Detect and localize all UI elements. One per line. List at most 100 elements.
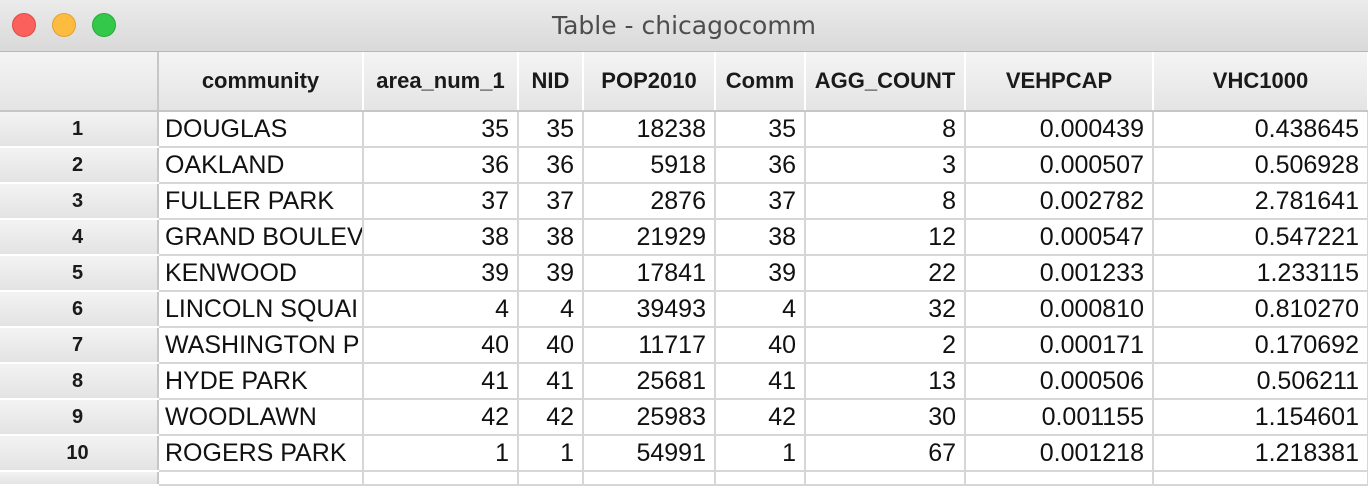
row-number[interactable]: 10 <box>0 435 159 472</box>
cell-comm[interactable]: 1 <box>715 435 806 472</box>
cell-comm[interactable]: 37 <box>715 183 806 220</box>
title-bar[interactable]: Table - chicagocomm <box>0 0 1368 52</box>
cell-nid[interactable]: 4 <box>518 291 584 328</box>
table-row[interactable]: 5 KENWOOD 39 39 17841 39 22 0.001233 1.2… <box>0 255 1368 292</box>
cell-area-num-1[interactable]: 42 <box>363 399 519 436</box>
table-row[interactable]: 9 WOODLAWN 42 42 25983 42 30 0.001155 1.… <box>0 399 1368 436</box>
row-number[interactable]: 5 <box>0 255 159 292</box>
cell-vhc1000[interactable]: 0.506928 <box>1153 147 1368 184</box>
cell-community[interactable]: DOUGLAS <box>158 111 364 148</box>
cell-pop2010[interactable]: 54991 <box>583 435 716 472</box>
cell-nid[interactable]: 42 <box>518 399 584 436</box>
row-number[interactable]: 4 <box>0 219 159 256</box>
cell-area-num-1[interactable]: 40 <box>363 327 519 364</box>
cell-comm[interactable]: 36 <box>715 147 806 184</box>
cell-comm[interactable]: 38 <box>715 219 806 256</box>
cell-vehpcap[interactable]: 0.000506 <box>965 363 1154 400</box>
cell-agg-count[interactable]: 3 <box>805 147 966 184</box>
column-header-vehpcap[interactable]: VEHPCAP <box>965 52 1154 112</box>
cell-comm[interactable]: 4 <box>715 291 806 328</box>
cell-vehpcap[interactable]: 0.000171 <box>965 327 1154 364</box>
cell-area-num-1[interactable]: 1 <box>363 435 519 472</box>
cell-vehpcap[interactable]: 0.000547 <box>965 219 1154 256</box>
row-number[interactable]: 7 <box>0 327 159 364</box>
cell-comm[interactable]: 41 <box>715 363 806 400</box>
cell-vhc1000[interactable]: 0.547221 <box>1153 219 1368 256</box>
cell-vehpcap[interactable]: 0.002782 <box>965 183 1154 220</box>
cell-area-num-1[interactable]: 35 <box>363 111 519 148</box>
cell-community[interactable]: ROGERS PARK <box>158 435 364 472</box>
cell-community[interactable]: WOODLAWN <box>158 399 364 436</box>
cell-vehpcap[interactable]: 0.001218 <box>965 435 1154 472</box>
cell-vhc1000[interactable]: 2.781641 <box>1153 183 1368 220</box>
cell-area-num-1[interactable]: 36 <box>363 147 519 184</box>
cell-area-num-1[interactable]: 38 <box>363 219 519 256</box>
cell-agg-count[interactable]: 2 <box>805 327 966 364</box>
cell-community[interactable]: KENWOOD <box>158 255 364 292</box>
cell-vhc1000[interactable]: 1.233115 <box>1153 255 1368 292</box>
table-row[interactable]: 3 FULLER PARK 37 37 2876 37 8 0.002782 2… <box>0 183 1368 220</box>
corner-cell[interactable] <box>0 52 159 112</box>
table-row[interactable]: 6 LINCOLN SQUAI 4 4 39493 4 32 0.000810 … <box>0 291 1368 328</box>
cell-pop2010[interactable]: 11717 <box>583 327 716 364</box>
cell-agg-count[interactable]: 30 <box>805 399 966 436</box>
cell-vehpcap[interactable]: 0.001155 <box>965 399 1154 436</box>
cell-vhc1000[interactable]: 0.438645 <box>1153 111 1368 148</box>
row-number[interactable]: 9 <box>0 399 159 436</box>
column-header-pop2010[interactable]: POP2010 <box>583 52 716 112</box>
cell-community[interactable]: GRAND BOULEV <box>158 219 364 256</box>
cell-vehpcap[interactable]: 0.000810 <box>965 291 1154 328</box>
cell-agg-count[interactable]: 8 <box>805 111 966 148</box>
column-header-nid[interactable]: NID <box>518 52 584 112</box>
cell-area-num-1[interactable]: 39 <box>363 255 519 292</box>
cell-pop2010[interactable]: 25983 <box>583 399 716 436</box>
cell-community[interactable]: WASHINGTON P <box>158 327 364 364</box>
cell-community[interactable]: LINCOLN SQUAI <box>158 291 364 328</box>
column-header-vhc1000[interactable]: VHC1000 <box>1153 52 1368 112</box>
minimize-window-button[interactable] <box>52 13 76 37</box>
cell-comm[interactable]: 40 <box>715 327 806 364</box>
cell-agg-count[interactable]: 22 <box>805 255 966 292</box>
cell-vhc1000[interactable]: 1.218381 <box>1153 435 1368 472</box>
row-number[interactable]: 6 <box>0 291 159 328</box>
cell-comm[interactable]: 39 <box>715 255 806 292</box>
cell-area-num-1[interactable]: 41 <box>363 363 519 400</box>
cell-nid[interactable]: 1 <box>518 435 584 472</box>
cell-comm[interactable]: 35 <box>715 111 806 148</box>
zoom-window-button[interactable] <box>92 13 116 37</box>
cell-pop2010[interactable]: 18238 <box>583 111 716 148</box>
row-number[interactable]: 2 <box>0 147 159 184</box>
cell-agg-count[interactable]: 13 <box>805 363 966 400</box>
cell-vhc1000[interactable]: 0.170692 <box>1153 327 1368 364</box>
cell-pop2010[interactable]: 5918 <box>583 147 716 184</box>
cell-pop2010[interactable]: 21929 <box>583 219 716 256</box>
cell-vehpcap[interactable]: 0.000439 <box>965 111 1154 148</box>
table-row[interactable]: 1 DOUGLAS 35 35 18238 35 8 0.000439 0.43… <box>0 111 1368 148</box>
cell-agg-count[interactable]: 12 <box>805 219 966 256</box>
column-header-comm[interactable]: Comm <box>715 52 806 112</box>
cell-agg-count[interactable]: 32 <box>805 291 966 328</box>
cell-pop2010[interactable]: 25681 <box>583 363 716 400</box>
cell-agg-count[interactable]: 67 <box>805 435 966 472</box>
cell-vhc1000[interactable]: 0.506211 <box>1153 363 1368 400</box>
cell-nid[interactable]: 36 <box>518 147 584 184</box>
table-row[interactable]: 8 HYDE PARK 41 41 25681 41 13 0.000506 0… <box>0 363 1368 400</box>
cell-vhc1000[interactable]: 1.154601 <box>1153 399 1368 436</box>
row-number[interactable]: 8 <box>0 363 159 400</box>
cell-vehpcap[interactable]: 0.001233 <box>965 255 1154 292</box>
column-header-community[interactable]: community <box>158 52 364 112</box>
table-row[interactable]: 4 GRAND BOULEV 38 38 21929 38 12 0.00054… <box>0 219 1368 256</box>
column-header-agg-count[interactable]: AGG_COUNT <box>805 52 966 112</box>
table-row[interactable]: 10 ROGERS PARK 1 1 54991 1 67 0.001218 1… <box>0 435 1368 472</box>
cell-vehpcap[interactable]: 0.000507 <box>965 147 1154 184</box>
cell-vhc1000[interactable]: 0.810270 <box>1153 291 1368 328</box>
table-row[interactable]: 7 WASHINGTON P 40 40 11717 40 2 0.000171… <box>0 327 1368 364</box>
cell-pop2010[interactable]: 17841 <box>583 255 716 292</box>
cell-nid[interactable]: 38 <box>518 219 584 256</box>
cell-area-num-1[interactable]: 4 <box>363 291 519 328</box>
row-number[interactable]: 3 <box>0 183 159 220</box>
cell-nid[interactable]: 40 <box>518 327 584 364</box>
cell-community[interactable]: FULLER PARK <box>158 183 364 220</box>
cell-nid[interactable]: 41 <box>518 363 584 400</box>
close-window-button[interactable] <box>12 13 36 37</box>
